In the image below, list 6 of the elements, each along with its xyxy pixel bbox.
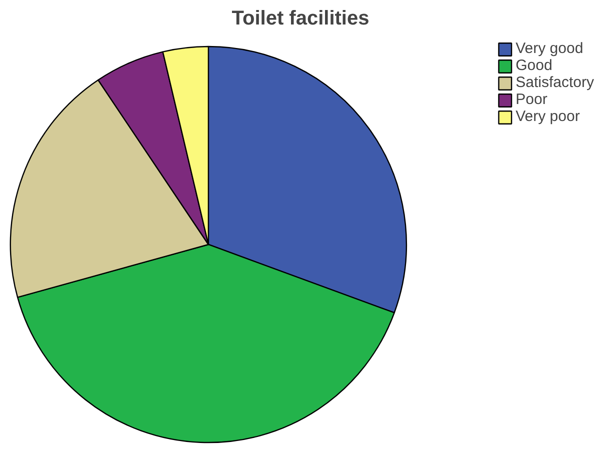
legend-label: Satisfactory: [516, 74, 594, 91]
legend-label: Very good: [516, 40, 584, 57]
legend-label: Very poor: [516, 108, 580, 125]
chart-title: Toilet facilities: [232, 8, 370, 30]
legend-label: Poor: [516, 91, 548, 108]
legend-label: Good: [516, 57, 552, 74]
